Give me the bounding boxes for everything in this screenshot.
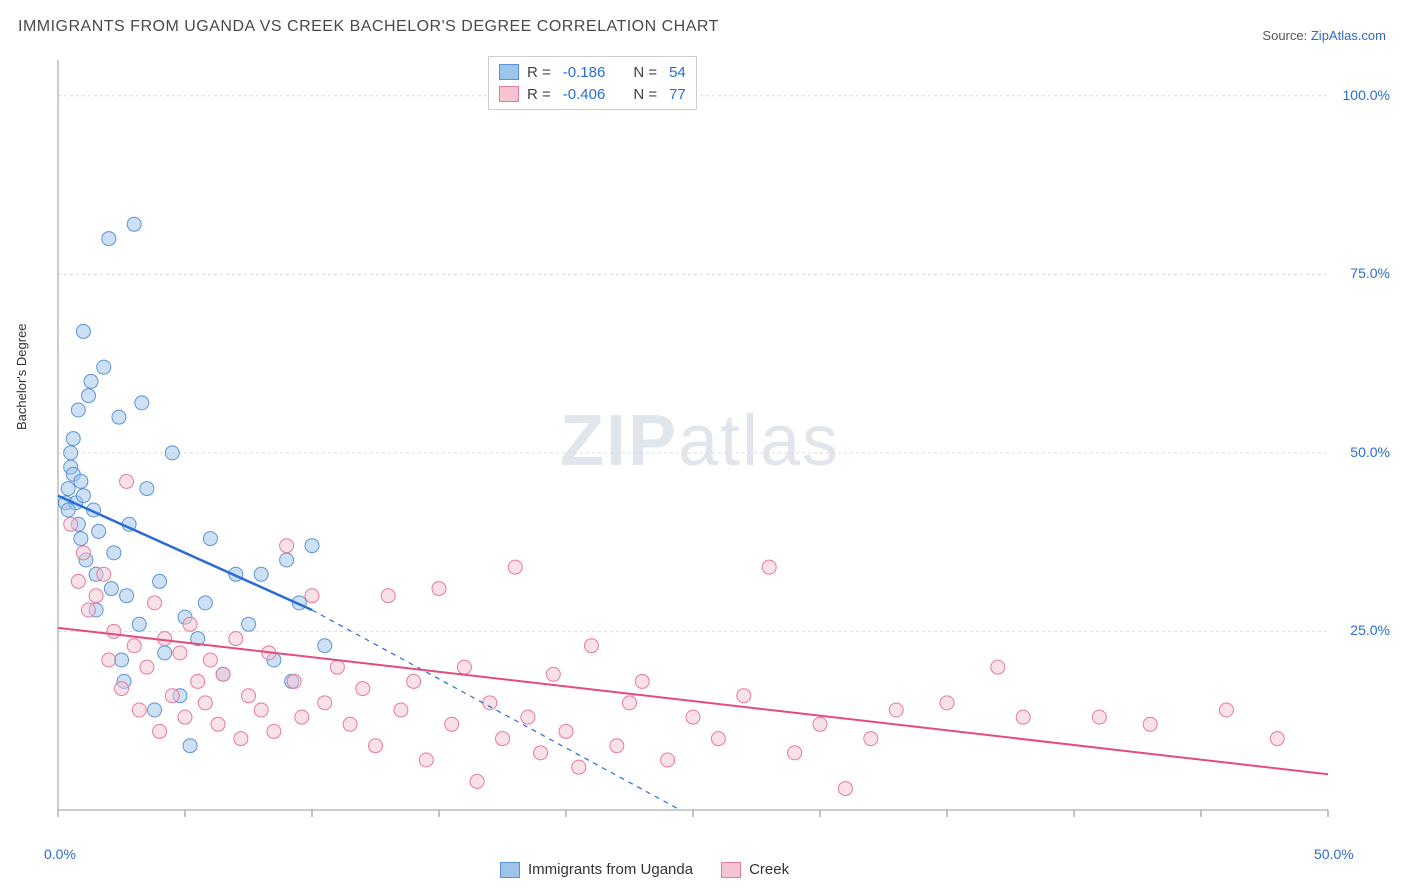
- source-label: Source:: [1262, 28, 1307, 43]
- series-legend: Immigrants from Uganda Creek: [500, 861, 789, 878]
- legend-item-uganda: Immigrants from Uganda: [500, 861, 693, 878]
- y-tick-label: 100.0%: [1343, 87, 1390, 103]
- r-value-creek: -0.406: [563, 86, 606, 103]
- swatch-creek: [499, 86, 519, 102]
- swatch-uganda: [499, 64, 519, 80]
- y-axis-label: Bachelor's Degree: [14, 323, 29, 430]
- r-value-uganda: -0.186: [563, 64, 606, 81]
- n-value-creek: 77: [669, 86, 686, 103]
- scatter-plot: [48, 50, 1388, 850]
- n-value-uganda: 54: [669, 64, 686, 81]
- legend-item-creek: Creek: [721, 861, 789, 878]
- swatch-creek-icon: [721, 862, 741, 878]
- y-tick-label: 25.0%: [1350, 622, 1390, 638]
- y-tick-label: 75.0%: [1350, 265, 1390, 281]
- source-attribution: Source: ZipAtlas.com: [1262, 28, 1386, 43]
- swatch-uganda-icon: [500, 862, 520, 878]
- legend-row-creek: R = -0.406 N = 77: [499, 83, 686, 105]
- y-tick-label: 50.0%: [1350, 444, 1390, 460]
- x-tick-label: 0.0%: [44, 846, 76, 862]
- chart-title: IMMIGRANTS FROM UGANDA VS CREEK BACHELOR…: [18, 18, 719, 36]
- legend-row-uganda: R = -0.186 N = 54: [499, 61, 686, 83]
- source-link[interactable]: ZipAtlas.com: [1311, 28, 1386, 43]
- x-tick-label: 50.0%: [1314, 846, 1354, 862]
- correlation-legend: R = -0.186 N = 54 R = -0.406 N = 77: [488, 56, 697, 110]
